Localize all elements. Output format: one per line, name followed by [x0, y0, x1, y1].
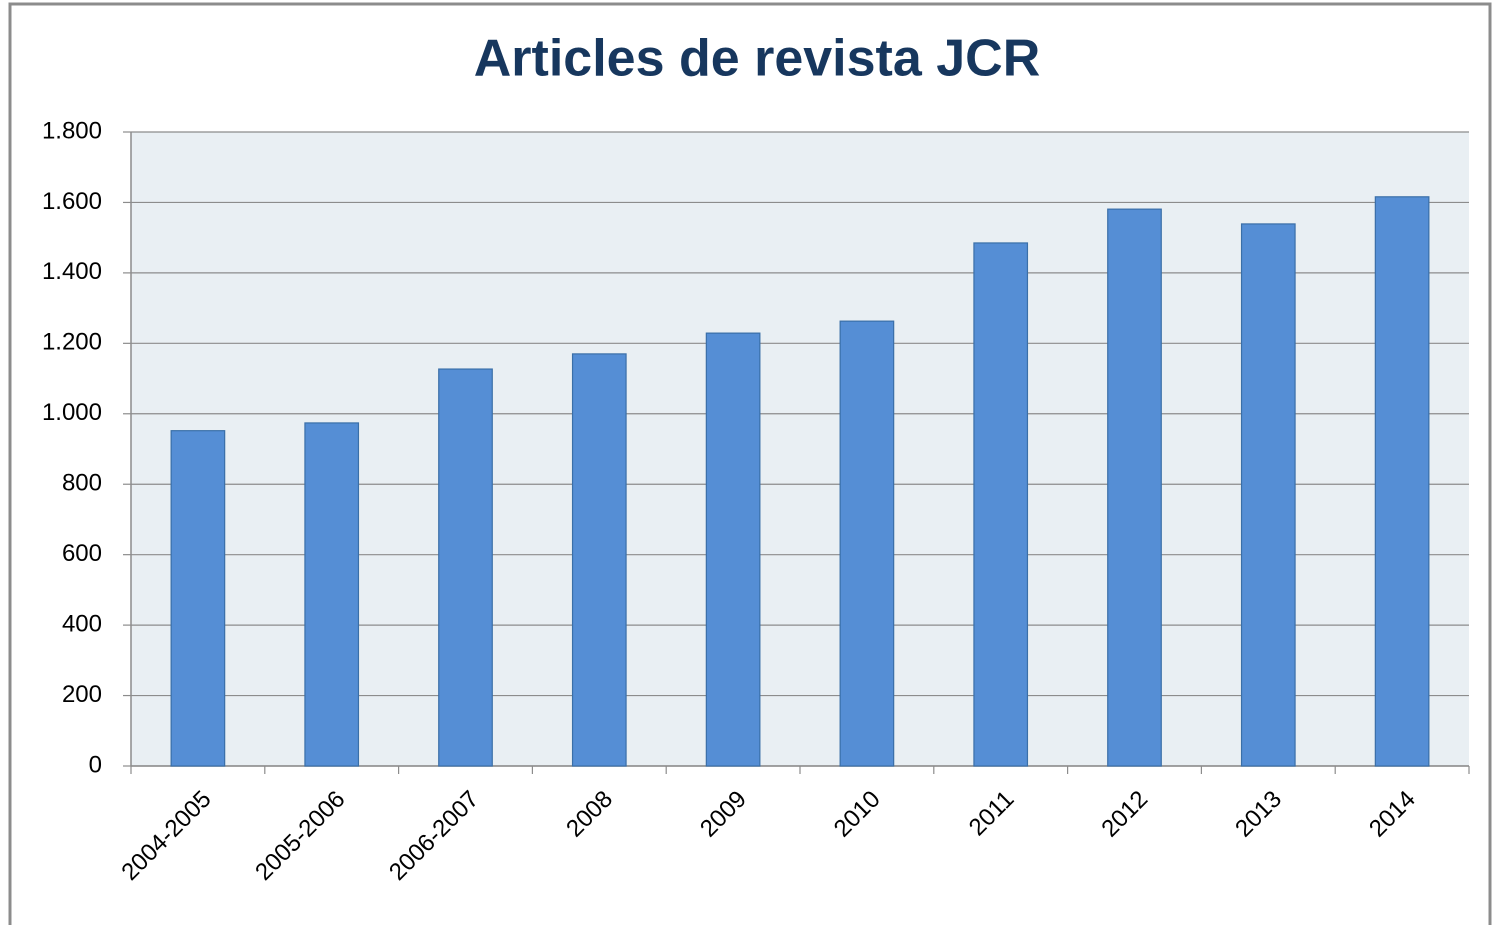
y-tick-label: 1.600 — [42, 188, 102, 215]
y-tick-label: 1.800 — [42, 117, 102, 144]
y-tick-label: 1.400 — [42, 258, 102, 285]
bar — [170, 430, 226, 767]
bar — [304, 422, 360, 767]
y-tick-label: 0 — [89, 751, 102, 778]
bar — [1374, 196, 1430, 767]
bar — [839, 320, 895, 767]
y-tick-label: 400 — [62, 610, 102, 637]
bar — [1107, 208, 1162, 767]
chart-title: Articles de revista JCR — [474, 30, 1041, 88]
bar — [571, 353, 627, 767]
bar — [973, 242, 1029, 767]
bar — [1240, 223, 1296, 767]
y-tick-label: 600 — [62, 540, 102, 567]
bar — [705, 332, 761, 767]
y-tick-label: 800 — [62, 470, 102, 497]
y-tick-label: 1.000 — [42, 399, 102, 426]
y-tick-label: 200 — [62, 681, 102, 708]
bar — [438, 368, 493, 767]
y-tick-label: 1.200 — [42, 329, 102, 356]
